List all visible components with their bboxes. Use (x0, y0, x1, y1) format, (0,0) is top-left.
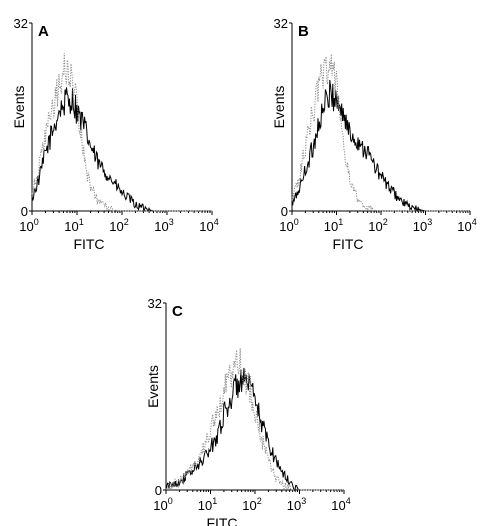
histogram-trace-solid (31, 87, 212, 213)
panel-label: A (38, 23, 49, 40)
histogram-trace-solid (291, 79, 470, 212)
y-axis-label: Events (271, 86, 287, 129)
x-tick-label: 102 (368, 217, 387, 234)
x-tick-label: 100 (19, 217, 38, 234)
y-axis-label: Events (145, 365, 161, 408)
x-tick-label: 102 (109, 217, 128, 234)
histogram-trace-solid (165, 367, 344, 491)
x-tick-label: 100 (279, 217, 298, 234)
x-axis-label: FITC (332, 236, 363, 252)
x-axis-label: FITC (73, 236, 104, 252)
y-tick-label: 0 (281, 204, 288, 219)
x-tick-label: 101 (324, 217, 343, 234)
x-axis-label: FITC (206, 515, 237, 526)
x-tick-label: 103 (287, 496, 306, 513)
panel-label: C (172, 303, 183, 320)
panel-a: 0 32 100 101 102 103 104 FITC Events A (11, 16, 219, 252)
histogram-trace-dotted (165, 348, 344, 492)
y-tick-label: 0 (155, 483, 162, 498)
x-tick-label: 103 (154, 217, 173, 234)
x-tick-label: 103 (413, 217, 432, 234)
panel-label: B (298, 23, 309, 40)
y-tick-label: 32 (274, 16, 288, 31)
y-axis-label: Events (11, 86, 27, 129)
histogram-trace-dotted (291, 54, 470, 213)
x-tick-label: 104 (457, 217, 476, 234)
histogram-trace-dotted (31, 53, 212, 212)
x-tick-label: 101 (64, 217, 83, 234)
y-tick-label: 0 (21, 204, 28, 219)
y-tick-label: 32 (14, 16, 28, 31)
x-tick-label: 101 (198, 496, 217, 513)
x-tick-label: 102 (242, 496, 261, 513)
x-tick-label: 100 (153, 496, 172, 513)
panel-b: 0 32 100 101 102 103 104 FITC Events B (271, 16, 477, 252)
x-tick-label: 104 (199, 217, 218, 234)
y-tick-label: 32 (148, 296, 162, 311)
x-tick-label: 104 (331, 496, 350, 513)
panel-c: 0 32 100 101 102 103 104 FITC Events C (145, 296, 351, 526)
